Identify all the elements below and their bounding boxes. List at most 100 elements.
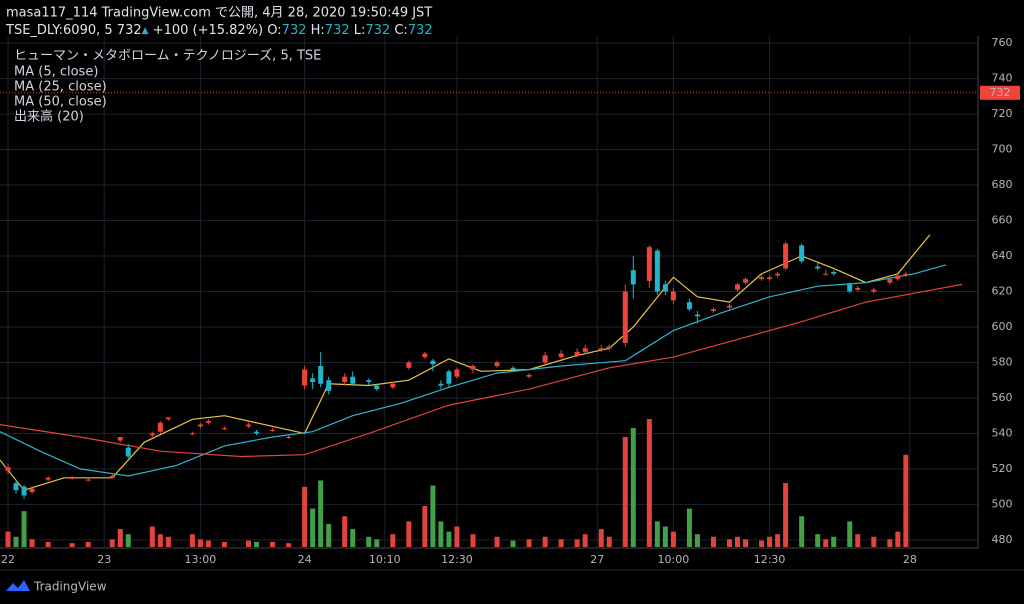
candle-body — [694, 314, 700, 317]
candle-body — [743, 279, 749, 283]
candle-body — [326, 380, 332, 391]
y-tick-label: 640 — [992, 249, 1013, 262]
candle-body — [205, 421, 211, 423]
candle-body — [670, 291, 676, 301]
candle-body — [887, 279, 893, 283]
candle-body — [446, 371, 452, 384]
volume-bar — [342, 516, 348, 547]
candle-body — [542, 355, 548, 363]
volume-bar — [686, 508, 692, 547]
candle-body — [430, 360, 436, 365]
volume-bar — [21, 511, 27, 547]
volume-bar — [125, 534, 131, 547]
volume-bar — [117, 529, 123, 547]
volume-bar — [735, 536, 741, 547]
volume-bar — [45, 541, 51, 547]
volume-bar — [494, 536, 500, 547]
volume-bar — [246, 540, 252, 547]
volume-bar — [895, 531, 901, 547]
symbol-line: TSE_DLY:6090, 5 732▲ +100 (+15.82%) O:73… — [5, 23, 433, 38]
candle-body — [558, 353, 564, 358]
candle-body — [823, 273, 829, 275]
candle-body — [494, 362, 500, 367]
candle-body — [654, 250, 660, 292]
volume-bar — [454, 526, 460, 547]
candle-body — [302, 369, 308, 386]
candle-body — [526, 374, 532, 377]
y-tick-label: 600 — [992, 320, 1013, 333]
x-tick-label: 23 — [97, 553, 111, 566]
volume-bar — [903, 454, 909, 547]
candle-body — [5, 467, 11, 471]
x-tick-label: 13:00 — [185, 553, 217, 566]
x-tick-label: 10:10 — [369, 553, 401, 566]
candle-body — [246, 424, 252, 427]
volume-bar — [606, 536, 612, 547]
volume-bar — [558, 539, 564, 547]
x-tick-label: 12:30 — [754, 553, 786, 566]
legend-entry: MA (25, close) — [14, 80, 107, 95]
volume-bar — [13, 536, 19, 547]
volume-bar — [574, 539, 580, 547]
legend-entry: MA (5, close) — [14, 65, 98, 80]
volume-bar — [318, 480, 324, 547]
y-tick-label: 680 — [992, 178, 1013, 191]
candle-body — [165, 417, 171, 420]
change: +100 (+15.82%) — [153, 23, 263, 38]
y-tick-label: 560 — [992, 391, 1013, 404]
volume-bar — [205, 540, 211, 547]
candle-body — [157, 422, 163, 432]
volume-bar — [582, 534, 588, 547]
candle-body — [662, 284, 668, 292]
volume-bar — [670, 531, 676, 547]
x-tick-label: 27 — [590, 553, 604, 566]
x-tick-label: 22 — [1, 553, 15, 566]
brand[interactable]: TradingView — [33, 580, 107, 594]
candle-body — [574, 351, 580, 356]
volume-bar — [783, 483, 789, 547]
candle-body — [895, 275, 901, 280]
volume-bar — [326, 523, 332, 547]
candle-body — [598, 348, 604, 351]
candle-body — [775, 273, 781, 276]
volume-bar — [470, 534, 476, 547]
volume-bar — [29, 539, 35, 547]
l-label: L: — [354, 23, 366, 38]
volume-bar — [165, 536, 171, 547]
volume-bar — [767, 536, 773, 547]
volume-bar — [254, 541, 260, 547]
volume-bar — [630, 427, 636, 547]
y-tick-label: 620 — [992, 285, 1013, 298]
volume-bar — [831, 536, 837, 547]
candle-body — [759, 277, 765, 280]
y-tick-label: 580 — [992, 355, 1013, 368]
volume-bar — [149, 526, 155, 547]
last-price-box — [980, 85, 1020, 100]
candle-body — [710, 309, 716, 312]
volume-bar — [646, 419, 652, 547]
legend-entry: MA (50, close) — [14, 95, 107, 110]
x-tick-label: 28 — [903, 553, 917, 566]
candle-body — [470, 366, 476, 370]
c-label: C: — [394, 23, 407, 38]
volume-bar — [438, 521, 444, 547]
volume-bar — [598, 529, 604, 547]
volume-bar — [710, 536, 716, 547]
candle-body — [221, 428, 227, 430]
y-tick-label: 700 — [992, 143, 1013, 156]
volume-bar — [847, 521, 853, 547]
candle-body — [149, 433, 155, 436]
candles — [5, 241, 909, 500]
candle-body — [29, 488, 35, 492]
h-label: H: — [311, 23, 325, 38]
candle-body — [406, 362, 412, 368]
arrow: ▲ — [142, 26, 149, 36]
volume-bar — [221, 541, 227, 547]
x-tick-label: 12:30 — [441, 553, 473, 566]
volume-bar — [759, 540, 765, 547]
ma-line — [0, 283, 963, 458]
volume-bar — [871, 536, 877, 547]
volume-bar — [823, 539, 829, 547]
candle-body — [13, 483, 19, 491]
